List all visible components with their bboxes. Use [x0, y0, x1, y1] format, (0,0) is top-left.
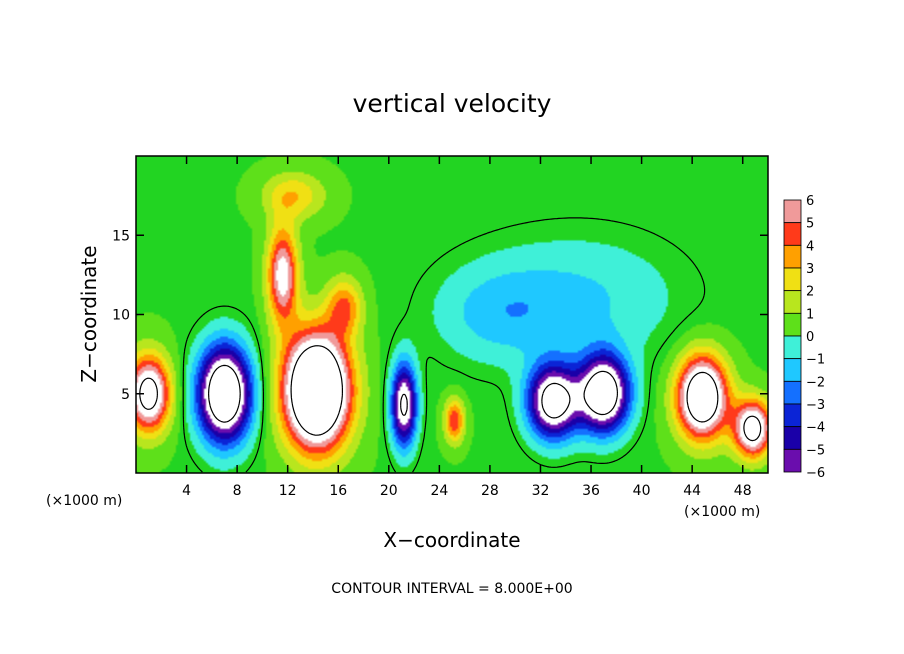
colorbar-tick-label: −6: [806, 466, 825, 481]
colorbar-tick-label: 6: [806, 194, 814, 209]
colorbar-tick-label: −2: [806, 375, 825, 390]
contour-level-line: [182, 217, 706, 473]
x-tick-label: 28: [481, 483, 499, 499]
x-axis-ticks: 4 8 12 16 20 24 28 32 36 40 44 48: [182, 156, 752, 499]
colorbar-swatch: [783, 312, 802, 337]
contour-lines: [139, 217, 762, 473]
contour-interval-note: CONTOUR INTERVAL = 8.000E+00: [331, 581, 572, 597]
colorbar-tick-label: 3: [806, 262, 814, 277]
colorbar-tick-label: 4: [806, 239, 814, 254]
chart-title: vertical velocity: [353, 89, 552, 118]
colorbar-tick-label: −3: [806, 398, 825, 413]
x-tick-label: 16: [329, 483, 347, 499]
velocity-field-image: [136, 156, 768, 473]
colorbar-tick-label: 2: [806, 285, 814, 300]
x-tick-label: 24: [430, 483, 448, 499]
colorbar-tick-label: −1: [806, 353, 825, 368]
colorbar-swatch: [783, 448, 802, 473]
colorbar-tick-label: 5: [806, 217, 814, 232]
x-tick-label: 4: [182, 483, 191, 499]
colorbar-swatch: [783, 199, 802, 224]
x-axis-label: X−coordinate: [383, 528, 520, 552]
x-tick-label: 32: [532, 483, 550, 499]
colorbar-tick-label: −4: [806, 421, 825, 436]
y-tick-label: 5: [121, 387, 130, 403]
x-tick-label: 20: [380, 483, 398, 499]
y-axis-ticks: 5 10 15: [112, 228, 768, 403]
x-tick-label: 48: [734, 483, 752, 499]
colorbar-tick-label: 1: [806, 307, 814, 322]
colorbar-swatch: [783, 244, 802, 269]
colorbar-swatch: [783, 358, 802, 382]
y-tick-label: 10: [112, 308, 130, 324]
y-tick-label: 15: [112, 228, 130, 244]
x-unit-label-right: (×1000 m): [684, 504, 760, 520]
x-tick-label: 12: [279, 483, 297, 499]
colorbar-swatch: [783, 380, 802, 405]
x-tick-label: 8: [233, 483, 242, 499]
x-tick-label: 40: [633, 483, 651, 499]
y-axis-label: Z−coordinate: [77, 245, 101, 382]
colorbar-swatch: [783, 222, 802, 246]
colorbar-swatch: [783, 426, 802, 450]
colorbar-swatch: [783, 290, 802, 314]
colorbar-swatch: [783, 403, 802, 428]
colorbar-tick-label: −5: [806, 443, 825, 458]
x-tick-label: 44: [683, 483, 701, 499]
contour-level-line: [208, 364, 618, 423]
heatmap-field: [136, 156, 768, 473]
colorbar-tick-label: 0: [806, 330, 814, 345]
contour-level-line: [139, 345, 762, 442]
colorbar-swatch: [783, 335, 802, 360]
x-tick-label: 36: [582, 483, 600, 499]
colorbar-swatch: [783, 267, 802, 292]
colorbar: 6 5 4 3 2 1 0 −1 −2 −3 −4 −5 −6: [783, 194, 825, 481]
x-unit-label-left: (×1000 m): [46, 493, 122, 509]
